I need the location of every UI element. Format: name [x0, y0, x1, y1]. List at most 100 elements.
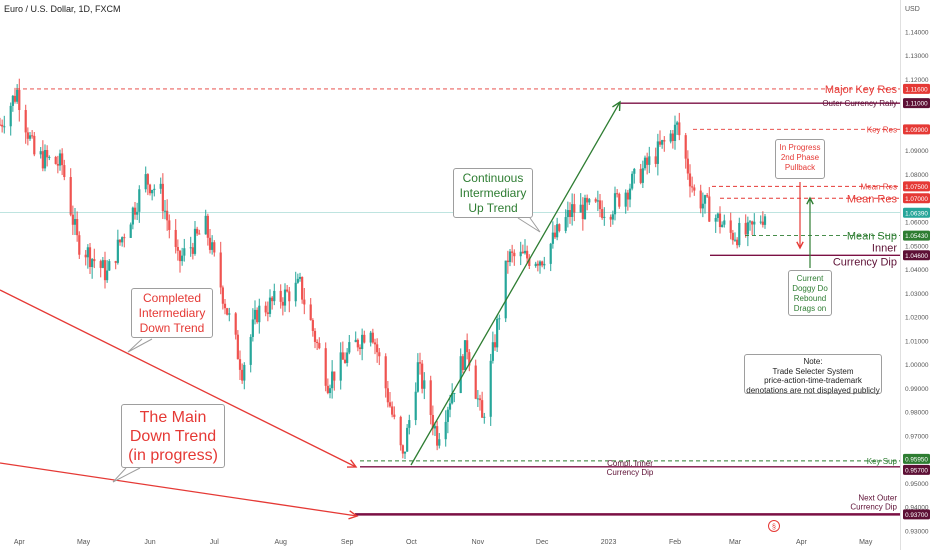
- price-tag-3: 1.07500: [905, 184, 928, 191]
- candle-body: [423, 380, 426, 389]
- candle-body: [103, 260, 107, 281]
- candle-body: [566, 210, 569, 218]
- candle-body: [54, 156, 57, 164]
- completed-downtrend-arrowhead: [346, 459, 358, 468]
- candle-body: [523, 250, 527, 254]
- candle-body: [526, 250, 529, 259]
- candle-body: [354, 339, 357, 343]
- candle-body: [373, 342, 377, 345]
- candle-body: [701, 203, 704, 209]
- main-downtrend-arrowhead: [348, 510, 359, 520]
- candle-body: [414, 391, 417, 421]
- label-inner: Inner: [872, 242, 897, 254]
- candle-body: [318, 343, 321, 349]
- candle-body: [556, 224, 559, 238]
- note-line-1: Note:: [803, 357, 823, 366]
- candle-body: [386, 388, 389, 403]
- candle-body: [361, 334, 364, 350]
- candle-body: [33, 135, 36, 155]
- candle-body: [331, 371, 334, 389]
- candle-body: [733, 239, 737, 241]
- candle-body: [746, 222, 749, 235]
- candle-body: [341, 352, 344, 360]
- candle-body: [543, 263, 546, 266]
- doggy-do-line-4: Drags on: [793, 304, 827, 313]
- candle-body: [461, 356, 464, 370]
- note-line-2: Trade Selecter System: [772, 366, 854, 376]
- candle-body: [613, 193, 617, 215]
- candle-body: [551, 232, 554, 244]
- candle-body: [271, 297, 274, 302]
- candle-body: [564, 217, 567, 231]
- completed-downtrend-arrow: [0, 289, 357, 468]
- y-tick-label: 0.93000: [905, 529, 929, 536]
- candle-body: [286, 289, 289, 292]
- doggy-do-line-1: Current: [796, 274, 824, 283]
- price-tag-4-bg: [903, 193, 930, 204]
- candle-body: [496, 318, 499, 348]
- candle-body: [744, 222, 747, 235]
- candle-body: [243, 364, 246, 381]
- candle-body: [339, 352, 342, 381]
- candle-body: [444, 421, 447, 440]
- candle-body: [378, 352, 381, 357]
- candle-body: [678, 122, 681, 136]
- uptrend-arrowhead: [612, 100, 621, 112]
- pullback-arrowhead: [796, 241, 804, 250]
- candle-body: [648, 156, 651, 165]
- candle-body: [626, 192, 629, 200]
- candle-body: [258, 305, 261, 323]
- candle-body: [676, 122, 679, 125]
- x-tick-label: May: [77, 539, 91, 546]
- candle-body: [26, 132, 29, 139]
- candle-body: [166, 210, 169, 221]
- x-tick-label: Apr: [796, 539, 808, 546]
- candle-body: [721, 224, 724, 228]
- candle-body: [236, 334, 239, 360]
- candle-body: [611, 214, 614, 220]
- candle-body: [146, 174, 149, 185]
- candle-body: [48, 156, 51, 158]
- candle-body: [714, 217, 717, 222]
- completed-trend-line-1: Completed: [142, 291, 202, 305]
- candle-body: [311, 320, 314, 331]
- candle-body: [671, 133, 674, 141]
- rebound-arrowhead: [806, 196, 814, 205]
- y-tick-label: 1.14000: [905, 29, 929, 36]
- y-tick-label: 1.13000: [905, 53, 929, 60]
- candle-body: [326, 385, 329, 394]
- candle-body: [363, 334, 366, 343]
- candle-body: [581, 204, 584, 220]
- price-tag-6-bg: [903, 250, 930, 261]
- candle-body: [151, 190, 154, 194]
- candle-body: [204, 215, 207, 235]
- candle-body: [369, 332, 372, 343]
- candle-body: [736, 239, 739, 246]
- candle-body: [463, 340, 467, 370]
- continuous-trend-line-3: Up Trend: [468, 201, 518, 215]
- candle-body: [71, 214, 74, 225]
- candle-body: [451, 393, 454, 404]
- candle-body: [401, 445, 404, 454]
- candle-body: [108, 261, 111, 271]
- candle-body: [61, 153, 64, 166]
- candle-body: [481, 400, 484, 418]
- y-tick-label: 0.99000: [905, 386, 929, 393]
- candle-body: [168, 220, 171, 230]
- chart-title: Euro / U.S. Dollar, 1D, FXCM: [4, 4, 121, 14]
- candle-body: [453, 393, 456, 395]
- candle-body: [718, 213, 722, 228]
- candle-body: [468, 352, 471, 366]
- candle-body: [101, 260, 104, 268]
- candle-body: [358, 347, 362, 350]
- price-tag-5-bg: [903, 230, 930, 241]
- candle-body: [731, 232, 734, 241]
- in-progress-line-2: 2nd Phase: [780, 153, 820, 162]
- event-icon: [768, 520, 780, 532]
- x-tick-label: Oct: [406, 539, 417, 546]
- candle-body: [466, 340, 469, 353]
- price-tags-layer: 1.11600 1.11000 1.09900 1.07500 1.07000 1.054…: [903, 83, 930, 520]
- x-tick-label: Sep: [341, 539, 354, 546]
- y-tick-label: 1.02000: [905, 315, 929, 322]
